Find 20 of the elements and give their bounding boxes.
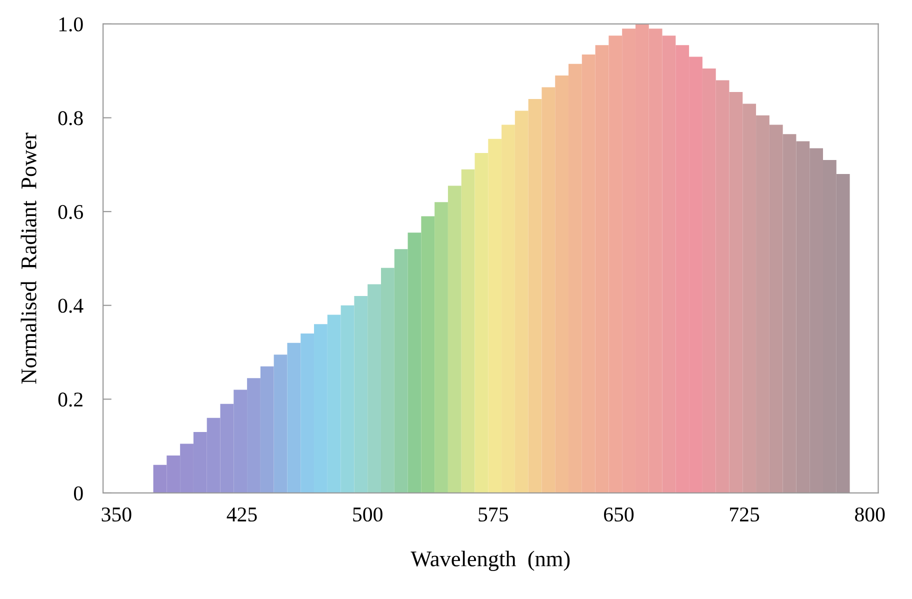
x-tick-label: 500 <box>353 507 382 522</box>
bar <box>380 268 394 493</box>
y-tick-label: 0.2 <box>58 392 82 407</box>
x-tick-label: 650 <box>604 507 634 522</box>
y-tick-label: 0 <box>74 486 83 500</box>
x-tick-label: 800 <box>855 507 885 522</box>
y-tick-label: 0.6 <box>58 204 83 220</box>
x-tick-label: 575 <box>478 508 508 522</box>
x-tick-label: 725 <box>730 508 760 522</box>
y-tick-label: 0.8 <box>58 111 83 126</box>
x-tick-label: 425 <box>226 508 257 522</box>
bar <box>394 249 408 493</box>
y-tick-label: 0.4 <box>58 298 84 313</box>
bar <box>448 186 462 493</box>
x-axis-title: Wavelength (nm) <box>410 550 570 571</box>
y-tick-label: 1.0 <box>59 17 83 32</box>
x-tick-label: 350 <box>102 507 132 522</box>
y-axis-title: Normalised Radiant Power <box>20 132 36 384</box>
bar <box>461 169 475 493</box>
bar <box>434 202 448 493</box>
